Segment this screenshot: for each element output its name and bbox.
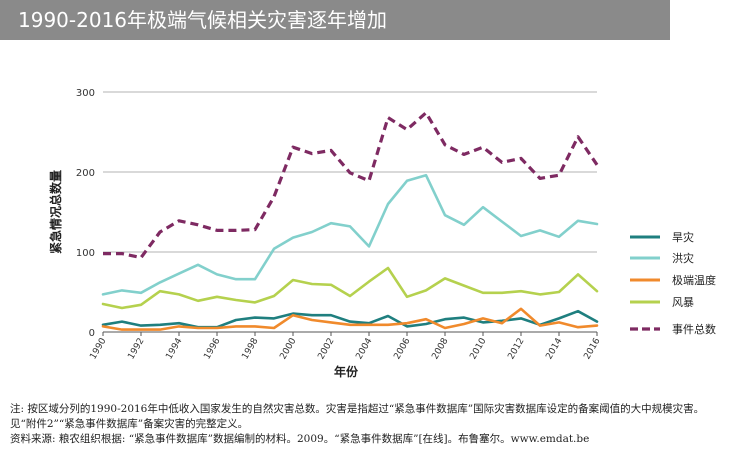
series-layer — [101, 111, 599, 331]
footnote-line-3: 资料来源: 粮农组织根据: “紧急事件数据库”数据编制的材料。2009。“紧急事… — [10, 433, 590, 445]
footnote-line-2: 见“附件2”“紧急事件数据库”备案灾害的完整定义。 — [10, 418, 249, 430]
legend-label: 旱灾 — [672, 230, 694, 244]
series-line-事件总数 — [103, 111, 599, 260]
series-line-极端温度 — [101, 307, 599, 331]
x-tick-label: 1992 — [126, 337, 146, 362]
x-tick-label: 2004 — [354, 336, 374, 361]
x-tick-label: 2002 — [316, 337, 336, 362]
x-tick-label: 2014 — [544, 336, 564, 361]
legend-label: 极端温度 — [672, 273, 716, 287]
x-tick-label: 1996 — [202, 336, 222, 361]
x-tick-label: 2016 — [582, 336, 602, 361]
x-tick-label: 1994 — [164, 336, 184, 361]
y-axis-title: 紧急情况总数量 — [48, 170, 63, 254]
series-line-洪灾 — [101, 173, 599, 296]
footnote-line-1: 注: 按区域分列的1990-2016年中低收入国家发生的自然灾害总数。灾害是指超… — [10, 403, 705, 415]
x-tick-label: 1990 — [88, 336, 108, 361]
line-chart: 0 100 200 300 1990 1992 1994 1996 1998 2000 2002 20… — [48, 88, 716, 379]
legend-label: 风暴 — [672, 296, 694, 309]
x-tick-label: 1998 — [240, 336, 260, 361]
legend-label: 洪灾 — [672, 251, 694, 265]
x-axis-title: 年份 — [334, 364, 359, 379]
y-tick-label: 300 — [76, 88, 95, 99]
series-line-风暴 — [101, 266, 599, 310]
x-tick-label: 2006 — [392, 336, 412, 361]
x-tick-label: 2012 — [506, 337, 526, 362]
chart-title: 1990-2016年极端气候相关灾害逐年增加 — [18, 8, 388, 32]
title-banner: 1990-2016年极端气候相关灾害逐年增加 — [0, 0, 670, 40]
y-tick-label: 0 — [89, 328, 95, 339]
y-tick-label: 100 — [76, 248, 95, 259]
x-tick-label: 2010 — [468, 336, 488, 361]
x-tick-label: 2008 — [430, 336, 450, 361]
series-line-旱灾 — [101, 309, 599, 329]
x-tick-label: 2000 — [278, 336, 298, 361]
legend-label: 事件总数 — [672, 322, 716, 336]
y-tick-label: 200 — [76, 168, 95, 179]
